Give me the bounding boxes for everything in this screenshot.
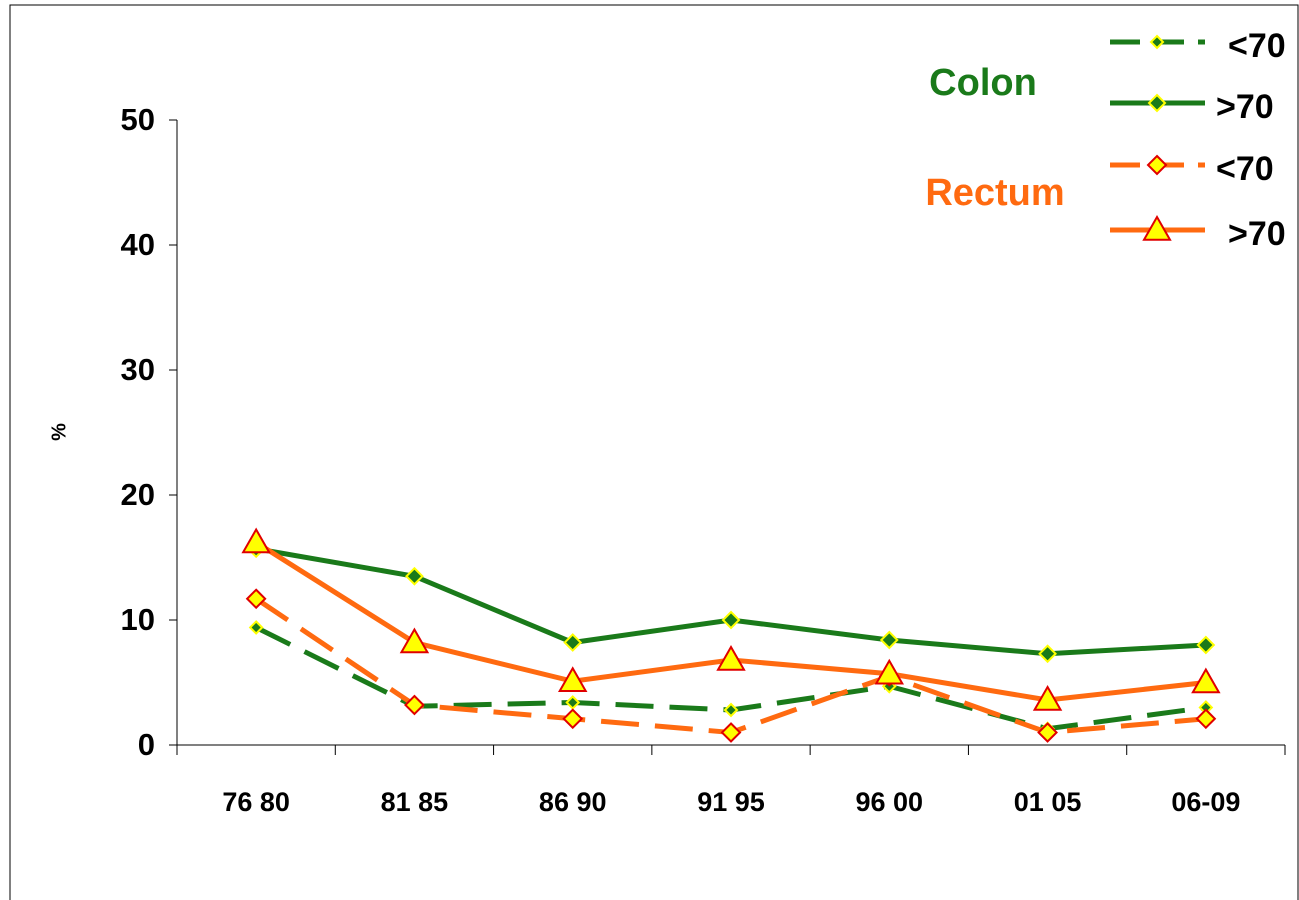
data-point bbox=[721, 610, 741, 630]
chart-frame bbox=[9, 4, 1299, 900]
data-point bbox=[1196, 635, 1216, 655]
data-point bbox=[1032, 684, 1063, 711]
y-tick-label: 40 bbox=[121, 227, 155, 262]
y-tick-label: 10 bbox=[121, 602, 155, 637]
y-tick-label: 50 bbox=[121, 102, 155, 137]
x-tick-label: 96 00 bbox=[855, 787, 923, 817]
x-tick-label: 81 85 bbox=[381, 787, 449, 817]
data-point bbox=[1037, 722, 1058, 743]
data-point bbox=[245, 588, 267, 610]
legend-label: >70 bbox=[1216, 88, 1274, 126]
legend-marker bbox=[1142, 214, 1172, 241]
data-point bbox=[1195, 708, 1217, 730]
annotation: Rectum bbox=[925, 172, 1064, 214]
legend-label: >70 bbox=[1228, 215, 1286, 253]
data-point bbox=[716, 644, 746, 671]
legend-marker bbox=[1146, 154, 1168, 176]
y-axis-label: % bbox=[48, 423, 70, 441]
y-tick-label: 20 bbox=[121, 477, 155, 512]
y-tick-label: 30 bbox=[121, 352, 155, 387]
legend-label: <70 bbox=[1228, 27, 1286, 65]
data-point bbox=[565, 695, 581, 710]
data-point bbox=[563, 633, 583, 652]
data-point bbox=[405, 566, 424, 586]
data-point bbox=[557, 666, 588, 692]
x-tick-label: 86 90 bbox=[539, 787, 607, 817]
data-point bbox=[874, 658, 905, 685]
series-line bbox=[255, 546, 1206, 657]
data-point bbox=[723, 702, 739, 718]
data-point bbox=[399, 627, 430, 654]
legend-marker bbox=[1149, 34, 1165, 50]
x-tick-label: 76 80 bbox=[222, 787, 290, 817]
data-point bbox=[1191, 667, 1221, 694]
data-point bbox=[404, 694, 425, 716]
x-tick-label: 01 05 bbox=[1014, 787, 1082, 817]
y-tick-label: 0 bbox=[138, 727, 155, 762]
legend-marker bbox=[1147, 93, 1167, 113]
data-point bbox=[562, 708, 584, 730]
data-point bbox=[720, 722, 742, 743]
data-point bbox=[879, 630, 899, 650]
data-point bbox=[248, 620, 264, 635]
x-tick-label: 06-09 bbox=[1171, 787, 1240, 817]
data-point bbox=[1038, 644, 1057, 664]
data-point bbox=[241, 527, 271, 554]
x-tick-label: 91 95 bbox=[697, 787, 765, 817]
annotation: Colon bbox=[929, 62, 1037, 104]
legend-label: <70 bbox=[1216, 150, 1274, 188]
